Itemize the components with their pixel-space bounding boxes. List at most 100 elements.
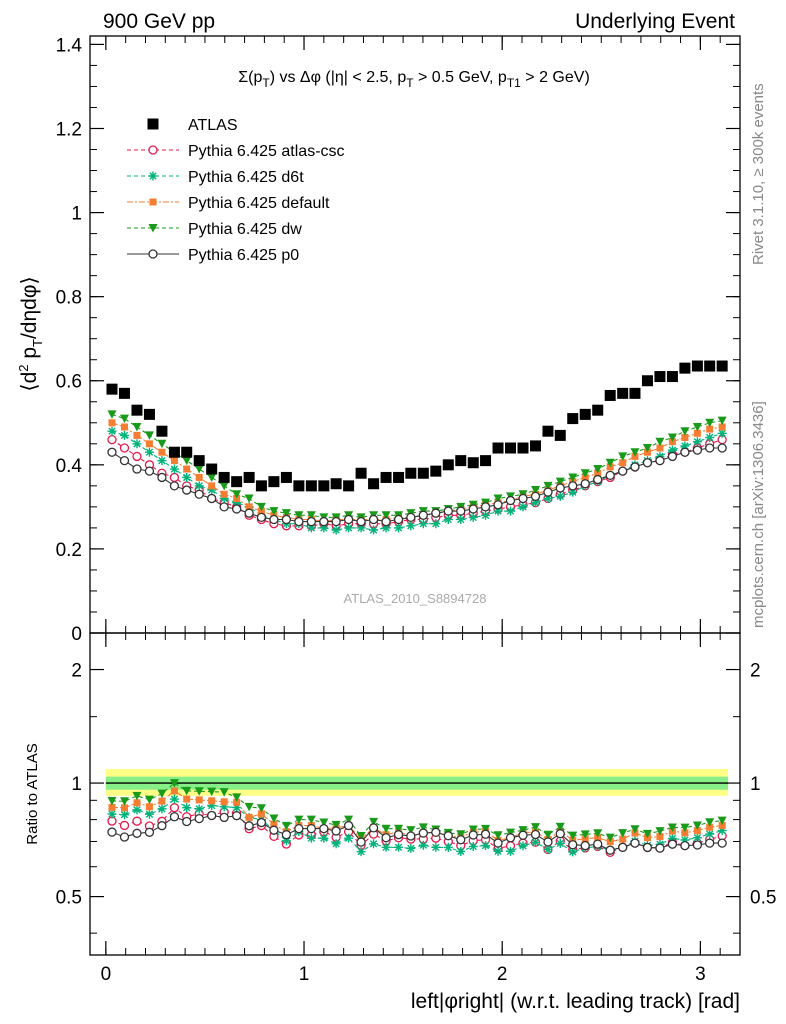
data-point-triangle bbox=[692, 422, 702, 432]
data-point-circle bbox=[655, 843, 665, 853]
data-point-square bbox=[158, 448, 166, 456]
data-point-circle bbox=[169, 481, 180, 491]
data-point-star bbox=[306, 833, 316, 843]
data-point-square bbox=[681, 434, 689, 442]
data-point-triangle bbox=[157, 439, 167, 449]
data-point-triangle bbox=[717, 816, 727, 826]
data-point-square bbox=[617, 387, 629, 399]
data-point-square bbox=[120, 804, 128, 812]
legend-label: ATLAS bbox=[188, 117, 238, 134]
data-point-circle bbox=[443, 831, 453, 841]
data-point-triangle bbox=[580, 469, 590, 478]
data-point-square bbox=[654, 371, 666, 383]
x-tick-label: 0 bbox=[101, 964, 112, 985]
data-point-triangle bbox=[555, 822, 565, 832]
data-point-triangle bbox=[356, 832, 366, 841]
data-point-star bbox=[555, 491, 565, 501]
data-point-star bbox=[369, 525, 379, 535]
data-point-circle bbox=[331, 826, 341, 836]
data-point-square bbox=[156, 425, 168, 437]
data-point-circle bbox=[244, 508, 254, 518]
ratio-y-tick-label-right: 2 bbox=[750, 661, 761, 682]
ratio-y-tick-label-right: 1 bbox=[750, 774, 761, 795]
data-point-circle bbox=[107, 434, 117, 445]
data-point-star bbox=[443, 514, 453, 524]
data-point-circle bbox=[568, 481, 578, 491]
data-point-square bbox=[467, 457, 479, 469]
data-point-star bbox=[207, 485, 217, 495]
data-point-circle bbox=[119, 820, 130, 831]
data-point-circle bbox=[169, 472, 180, 483]
data-point-square bbox=[368, 478, 380, 490]
data-point-triangle bbox=[148, 224, 158, 233]
data-point-star bbox=[182, 472, 192, 482]
data-point-square bbox=[380, 471, 392, 483]
data-point-triangle bbox=[630, 448, 640, 457]
data-point-triangle bbox=[630, 825, 640, 834]
data-point-star bbox=[431, 842, 441, 852]
data-point-circle bbox=[692, 445, 703, 455]
data-point-circle bbox=[680, 840, 690, 851]
data-point-square bbox=[355, 467, 367, 479]
data-point-square bbox=[233, 798, 241, 806]
data-point-circle bbox=[705, 838, 715, 848]
analysis-label: ATLAS_2010_S8894728 bbox=[344, 591, 487, 606]
data-point-star bbox=[356, 523, 366, 533]
data-point-triangle bbox=[244, 802, 254, 812]
data-point-circle bbox=[182, 485, 192, 495]
mcplots-label: mcplots.cern.ch [arXiv:1306.3436] bbox=[750, 401, 767, 628]
data-point-triangle bbox=[680, 823, 690, 833]
data-point-square bbox=[170, 457, 178, 465]
data-point-square bbox=[619, 459, 627, 467]
data-point-star bbox=[680, 441, 690, 451]
data-point-triangle bbox=[107, 410, 117, 419]
data-point-square bbox=[455, 455, 467, 467]
legend-label: Pythia 6.425 d6t bbox=[188, 169, 304, 186]
data-point-circle bbox=[381, 833, 391, 843]
legend-label: Pythia 6.425 dw bbox=[188, 221, 302, 238]
data-point-square bbox=[208, 482, 216, 490]
x-tick-label: 3 bbox=[695, 964, 706, 985]
data-point-square bbox=[108, 803, 116, 811]
data-point-circle bbox=[667, 839, 678, 849]
data-point-square bbox=[183, 465, 191, 473]
data-point-circle bbox=[456, 506, 466, 516]
data-point-triangle bbox=[655, 437, 665, 447]
main-y-tick-label: 0.2 bbox=[56, 540, 82, 561]
ratio-y-tick-label: 2 bbox=[71, 661, 82, 682]
data-point-triangle bbox=[144, 795, 154, 805]
data-point-circle bbox=[132, 451, 142, 462]
rivet-label: Rivet 3.1.10, ≥ 300k events bbox=[750, 83, 767, 265]
data-point-square bbox=[579, 408, 591, 420]
data-point-circle bbox=[169, 812, 180, 822]
data-point-circle bbox=[680, 447, 690, 457]
data-point-triangle bbox=[269, 814, 279, 823]
main-y-axis-label: ⟨d2 pT/dηdφ⟩ bbox=[16, 276, 45, 391]
data-point-triangle bbox=[605, 833, 615, 843]
data-point-square bbox=[231, 476, 243, 488]
data-point-circle bbox=[306, 516, 317, 527]
data-point-square bbox=[393, 471, 405, 483]
data-point-circle bbox=[256, 817, 267, 828]
data-point-circle bbox=[157, 472, 167, 483]
data-point-square bbox=[143, 408, 155, 420]
data-point-star bbox=[418, 519, 428, 529]
data-point-circle bbox=[148, 145, 158, 155]
data-point-triangle bbox=[182, 456, 192, 466]
data-point-triangle bbox=[642, 829, 652, 839]
data-point-triangle bbox=[294, 511, 304, 520]
data-point-square bbox=[147, 118, 159, 130]
data-point-triangle bbox=[369, 817, 379, 827]
data-point-triangle bbox=[219, 481, 229, 491]
data-point-star bbox=[381, 842, 391, 852]
data-point-square bbox=[554, 429, 566, 441]
data-point-triangle bbox=[530, 486, 540, 495]
data-point-circle bbox=[593, 839, 603, 849]
data-point-star bbox=[219, 802, 229, 812]
data-point-triangle bbox=[294, 815, 304, 825]
data-point-circle bbox=[331, 516, 341, 527]
data-point-triangle bbox=[717, 416, 727, 426]
ratio-y-tick-label: 0.5 bbox=[56, 888, 82, 909]
data-point-square bbox=[529, 440, 541, 452]
data-point-square bbox=[293, 480, 305, 492]
